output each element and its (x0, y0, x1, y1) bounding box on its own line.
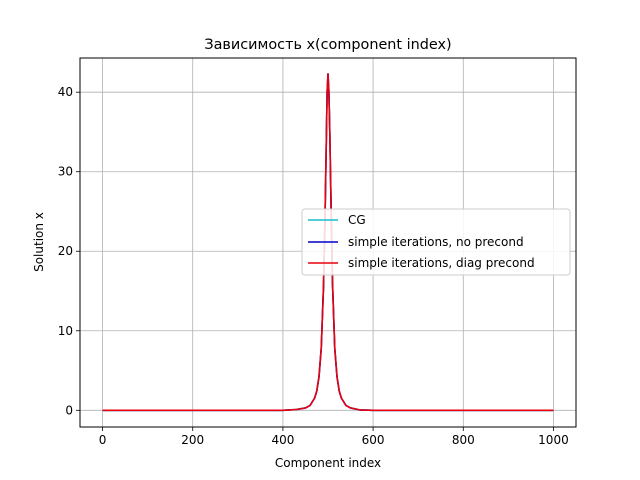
chart-title: Зависимость x(component index) (204, 37, 451, 53)
y-axis-label: Solution x (32, 212, 46, 272)
y-tick-label: 20 (58, 244, 73, 258)
y-tick-label: 10 (58, 324, 73, 338)
x-tick-label: 1000 (538, 433, 569, 447)
y-tick-label: 30 (58, 165, 73, 179)
x-tick-label: 0 (99, 433, 107, 447)
y-tick-label: 0 (65, 403, 73, 417)
series-line-diag-precond (102, 73, 554, 412)
grid (80, 58, 576, 427)
x-tick-label: 200 (181, 433, 204, 447)
x-tick-label: 800 (452, 433, 475, 447)
axis-ticks: 0 200 400 600 800 1000 0 10 20 30 40 (58, 85, 569, 447)
legend-label-diag-precond: simple iterations, diag precond (348, 256, 535, 270)
x-tick-label: 400 (271, 433, 294, 447)
legend: CG simple iterations, no precond simple … (301, 208, 571, 276)
legend-label-no-precond: simple iterations, no precond (348, 235, 524, 249)
series-lines (102, 73, 554, 412)
legend-box (301, 208, 571, 276)
plot-frame (79, 57, 577, 428)
x-tick-label: 600 (362, 433, 385, 447)
legend-label-cg: CG (348, 213, 366, 227)
x-axis-label: Component index (275, 456, 381, 470)
y-tick-label: 40 (58, 85, 73, 99)
